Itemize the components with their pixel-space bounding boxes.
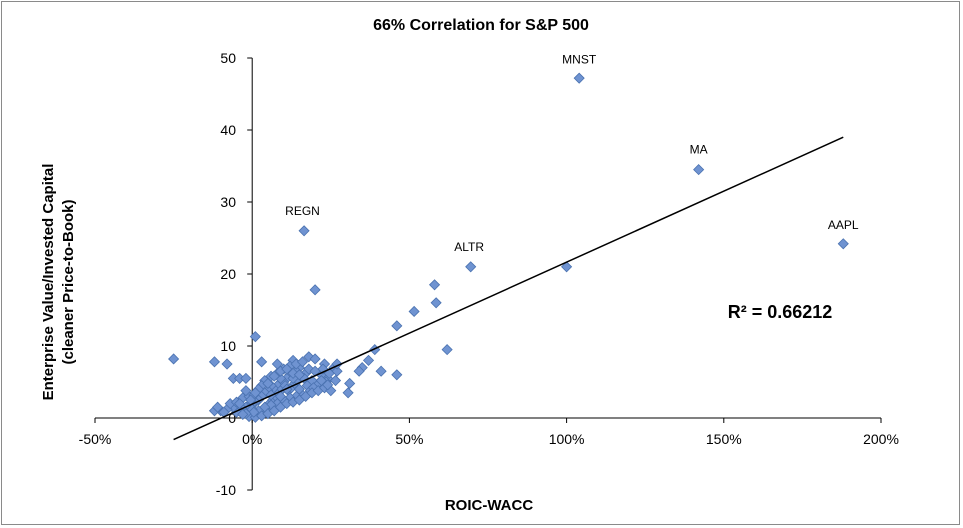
data-point [237, 408, 249, 420]
y-tick-label: 10 [220, 338, 236, 354]
data-point [408, 305, 420, 318]
data-point [342, 387, 354, 399]
data-point [249, 387, 261, 399]
data-point [256, 356, 268, 368]
y-axis-title-line2: (cleaner Price-to-Book) [60, 199, 77, 364]
data-point [331, 365, 343, 377]
data-point [353, 365, 365, 377]
axes [94, 57, 882, 491]
data-point [240, 372, 252, 384]
y-axis-title: Enterprise Value/Invested Capital (clean… [40, 164, 77, 401]
data-point [309, 353, 321, 365]
x-tick-label: 200% [863, 431, 899, 447]
data-point [465, 261, 477, 273]
data-point [221, 358, 233, 370]
point-annotations: MNST MA AAPL REGN ALTR [285, 53, 859, 254]
y-tick-label: 30 [220, 194, 236, 210]
data-point [391, 369, 403, 381]
y-tick-label: 0 [228, 410, 236, 426]
data-point [268, 370, 280, 382]
data-point [329, 374, 342, 387]
data-point [296, 356, 309, 368]
data-point [428, 279, 441, 291]
data-point [375, 365, 387, 377]
x-tick-label: 0% [242, 431, 262, 447]
data-point [168, 353, 180, 365]
data-point [293, 369, 305, 381]
data-point [208, 356, 221, 368]
data-point [315, 374, 327, 387]
data-point [430, 297, 442, 309]
y-tick-label: 50 [220, 50, 236, 66]
x-tick-label: 50% [395, 431, 423, 447]
x-tick-label: 100% [549, 431, 585, 447]
y-tick-label: 40 [220, 122, 236, 138]
y-tick-label: -10 [216, 482, 236, 498]
data-point [298, 225, 310, 237]
data-points [168, 72, 849, 423]
tick-labels: -50% 0% 50% 100% 150% 200% -10 0 10 20 30 40 50 [79, 50, 899, 498]
data-point [322, 379, 334, 391]
data-point [281, 363, 293, 375]
data-point [362, 354, 375, 366]
data-point [212, 401, 224, 413]
data-point [309, 284, 321, 296]
x-tick-label: 150% [706, 431, 742, 447]
y-tick-label: 20 [220, 266, 236, 282]
data-point [441, 344, 453, 356]
x-tick-label: -50% [79, 431, 112, 447]
data-point [262, 377, 274, 390]
data-point [391, 320, 403, 332]
data-point [240, 385, 252, 397]
trendline-group [173, 136, 844, 441]
data-point [248, 406, 260, 418]
data-point [274, 390, 287, 402]
data-point [293, 383, 305, 395]
point-annotation: AAPL [828, 218, 859, 232]
x-axis-title: ROIC-WACC [445, 497, 533, 514]
chart-title: 66% Correlation for S&P 500 [373, 17, 589, 34]
data-point [249, 331, 261, 343]
y-axis-title-line1: Enterprise Value/Invested Capital [40, 164, 57, 401]
point-annotation: REGN [285, 204, 320, 218]
data-point [234, 398, 246, 410]
r-squared-label: R² = 0.66212 [728, 302, 833, 322]
data-point [561, 261, 573, 273]
data-point [837, 238, 849, 250]
data-point [344, 377, 356, 390]
point-annotation: MA [690, 143, 708, 157]
trendline [173, 136, 844, 441]
point-annotation: ALTR [454, 240, 484, 254]
data-point [573, 72, 585, 84]
data-point [693, 164, 705, 176]
point-annotation: MNST [562, 53, 597, 67]
